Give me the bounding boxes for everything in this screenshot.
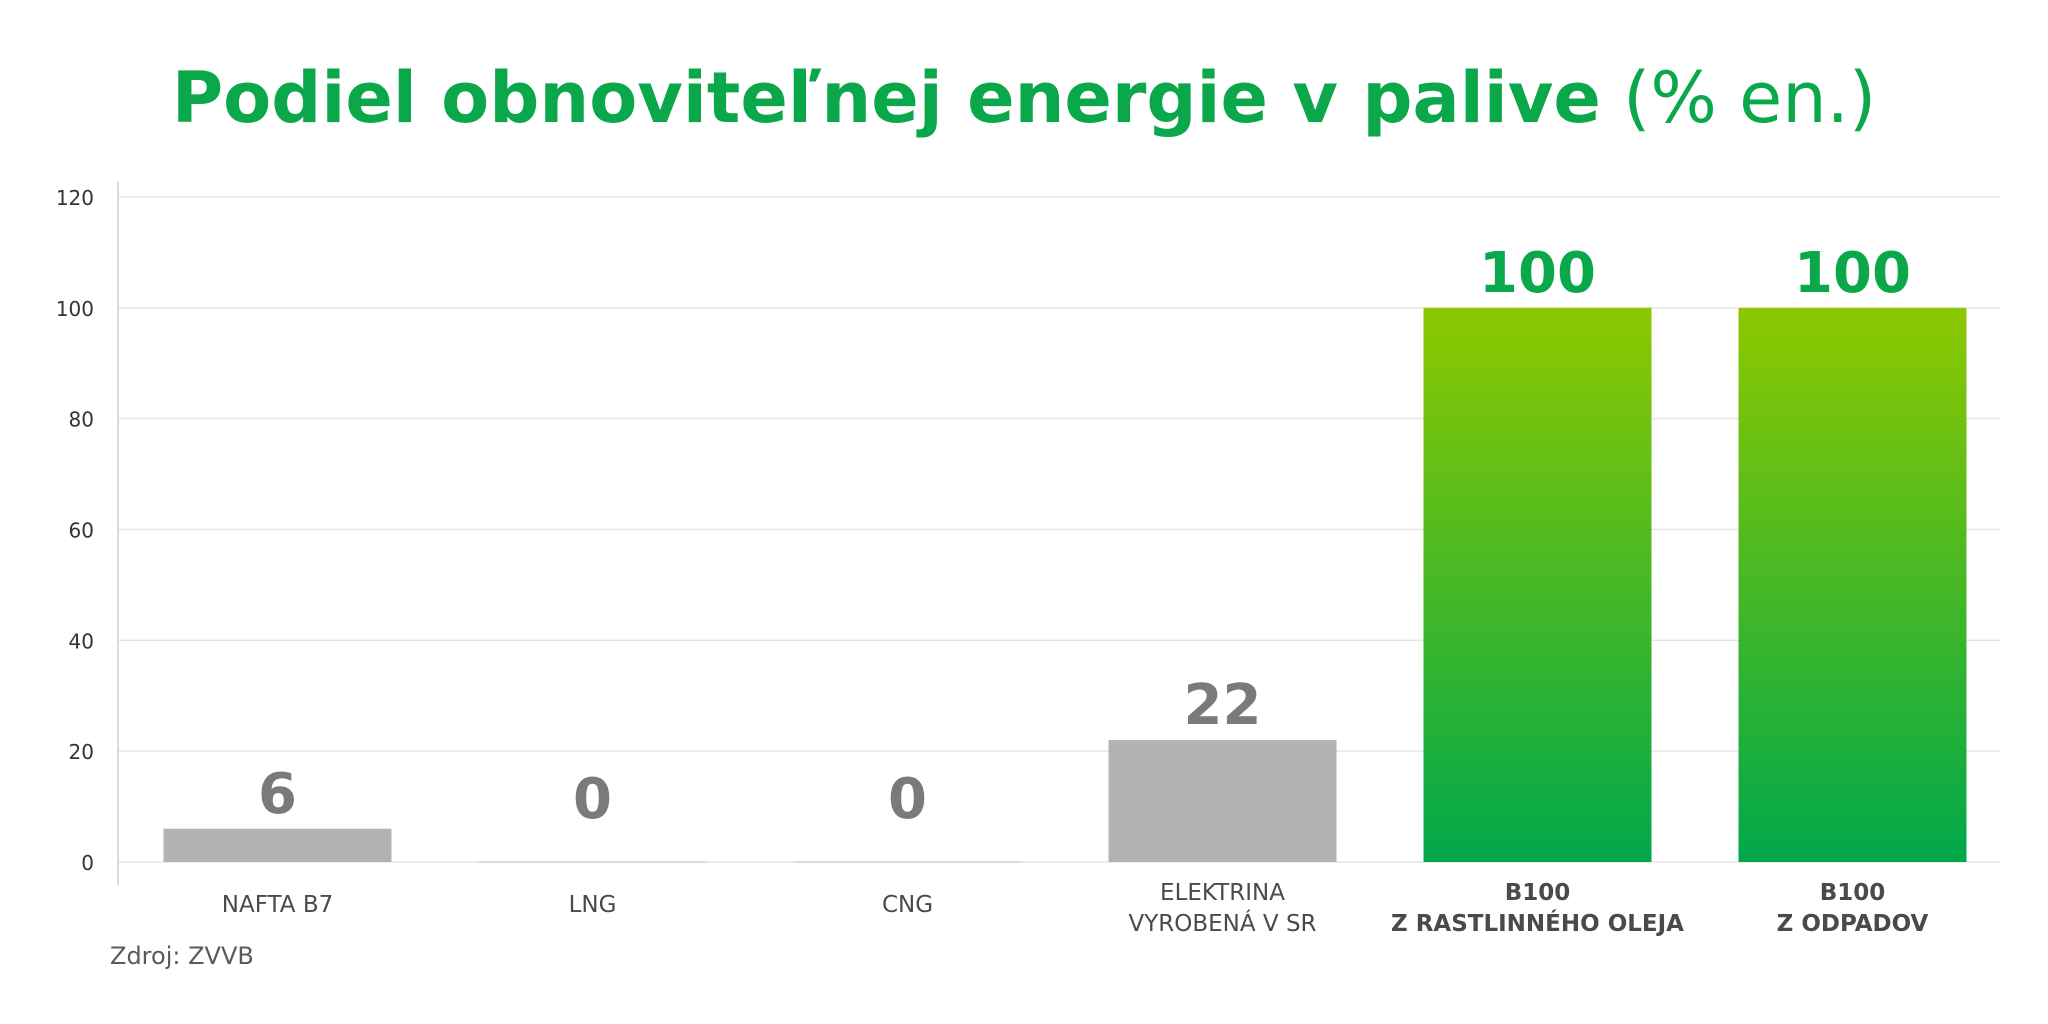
y-tick-label: 40: [69, 629, 94, 653]
chart-title: Podiel obnoviteľnej energie v palive (% …: [0, 48, 2048, 148]
bar: [1108, 740, 1337, 862]
y-tick-label: 120: [56, 186, 94, 210]
category-label: Z ODPADOV: [1777, 911, 1929, 937]
category-label: LNG: [569, 892, 617, 918]
bar: [1423, 307, 1652, 862]
value-label: 0: [888, 767, 927, 832]
y-tick-label: 60: [69, 519, 94, 543]
y-tick-label: 20: [69, 740, 94, 764]
category-label: VYROBENÁ V SR: [1128, 909, 1316, 937]
chart-title-unit: (% en.): [1623, 57, 1877, 139]
value-label: 0: [573, 767, 612, 832]
value-label: 100: [1794, 241, 1911, 306]
value-label: 22: [1184, 673, 1262, 738]
category-label: ELEKTRINA: [1160, 880, 1285, 906]
bar: [163, 828, 392, 862]
category-label: Z RASTLINNÉHO OLEJA: [1391, 909, 1684, 937]
y-tick-label: 0: [81, 851, 94, 875]
value-label: 6: [258, 762, 297, 827]
category-label: B100: [1505, 880, 1571, 906]
chart-title-main: Podiel obnoviteľnej energie v palive: [171, 57, 1601, 139]
y-axis: 0 20 40 60 80 100 120: [56, 182, 119, 885]
y-tick-label: 100: [56, 297, 94, 321]
value-label: 100: [1479, 241, 1596, 306]
category-labels: NAFTA B7 LNG CNG ELEKTRINA VYROBENÁ V SR B100…: [222, 880, 1929, 937]
bar: [1738, 307, 1967, 862]
source-note: Zdroj: ZVVB: [110, 942, 254, 970]
value-labels: 6 0 0 22 100 100: [258, 241, 1911, 832]
category-label: CNG: [882, 892, 933, 918]
category-label: B100: [1820, 880, 1886, 906]
gridlines: [118, 196, 2000, 863]
bars: [163, 307, 1967, 863]
y-tick-label: 80: [69, 408, 94, 432]
category-label: NAFTA B7: [222, 892, 334, 918]
